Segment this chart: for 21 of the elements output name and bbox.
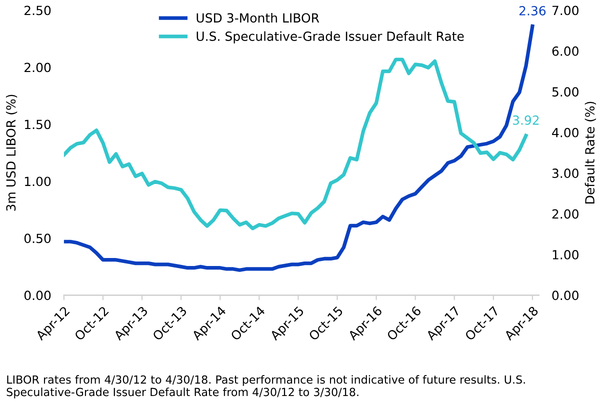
data-label: 2.36 <box>519 6 546 16</box>
y2-tick-label: 1.00 <box>552 250 578 260</box>
legend-label: USD 3-Month LIBOR <box>196 12 320 23</box>
y2-tick-label: 5.00 <box>552 87 578 97</box>
y2-tick-label: 0.00 <box>552 290 578 300</box>
y-tick-label: 2.00 <box>24 62 51 72</box>
y-tick-label: 0.00 <box>24 290 51 300</box>
y2-tick-label: 2.00 <box>552 209 578 219</box>
y2-tick-label: 6.00 <box>552 46 578 56</box>
y-axis-title: 3m USD LIBOR (%) <box>6 94 18 211</box>
y2-axis-title: Default Rate (%) <box>584 102 596 204</box>
text: LIBOR rates from 4/30/12 to 4/30/18. Past performance is not indicative of future results. U.S. Speculative-Grade Issuer Default Rate from 4/30/12 to 3/30/18. <box>6 375 525 398</box>
y-tick-label: 1.00 <box>24 176 51 186</box>
y2-tick-label: 7.00 <box>552 6 578 16</box>
y-tick-label: 0.50 <box>24 234 51 244</box>
y2-tick-label: 3.00 <box>552 168 578 178</box>
data-label: 3.92 <box>512 115 539 125</box>
legend-label: U.S. Speculative-Grade Issuer Default Rate <box>196 31 464 44</box>
y-tick-label: 2.50 <box>24 6 51 16</box>
y2-tick-label: 4.00 <box>552 128 578 138</box>
y-tick-label: 1.50 <box>24 120 51 130</box>
